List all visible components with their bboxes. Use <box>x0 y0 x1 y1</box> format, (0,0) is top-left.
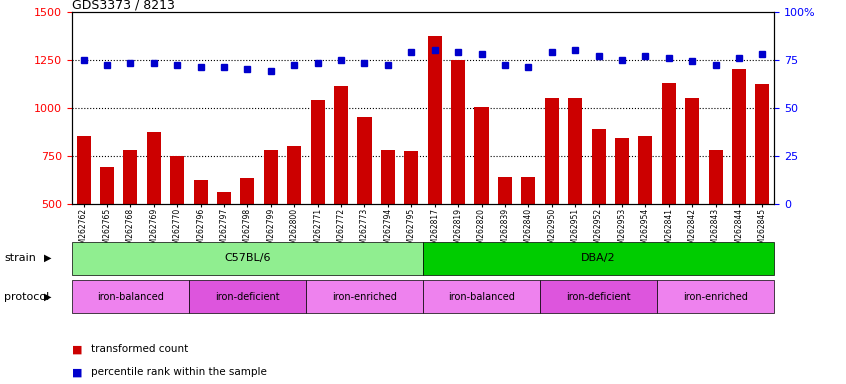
Bar <box>306 280 423 313</box>
Bar <box>194 180 207 300</box>
Bar <box>755 84 769 300</box>
Text: percentile rank within the sample: percentile rank within the sample <box>91 367 266 377</box>
Bar <box>615 138 629 300</box>
Text: ■: ■ <box>72 367 82 377</box>
Text: iron-balanced: iron-balanced <box>448 291 515 302</box>
Bar <box>310 100 325 300</box>
Text: iron-deficient: iron-deficient <box>566 291 631 302</box>
Bar <box>498 177 512 300</box>
Text: C57BL/6: C57BL/6 <box>224 253 271 263</box>
Bar <box>264 150 277 300</box>
Bar <box>358 117 371 300</box>
Bar <box>423 280 540 313</box>
Bar <box>147 132 161 300</box>
Text: transformed count: transformed count <box>91 344 188 354</box>
Bar <box>685 98 699 300</box>
Bar <box>170 157 184 300</box>
Bar <box>381 150 395 300</box>
Bar <box>657 280 774 313</box>
Bar <box>569 98 582 300</box>
Bar <box>288 146 301 300</box>
Bar <box>124 150 137 300</box>
Text: iron-enriched: iron-enriched <box>683 291 748 302</box>
Bar <box>404 151 418 300</box>
Bar <box>662 83 676 300</box>
Bar <box>240 178 255 300</box>
Text: ■: ■ <box>72 344 82 354</box>
Bar <box>334 86 348 300</box>
Bar <box>591 129 606 300</box>
Bar <box>72 242 423 275</box>
Bar <box>217 192 231 300</box>
Text: protocol: protocol <box>4 291 49 302</box>
Bar <box>451 60 465 300</box>
Text: ▶: ▶ <box>44 291 52 302</box>
Bar <box>100 167 114 300</box>
Bar <box>545 98 558 300</box>
Bar <box>189 280 306 313</box>
Bar <box>540 280 657 313</box>
Bar <box>428 36 442 300</box>
Bar <box>475 107 488 300</box>
Text: ▶: ▶ <box>44 253 52 263</box>
Bar <box>639 136 652 300</box>
Text: strain: strain <box>4 253 36 263</box>
Bar <box>423 242 774 275</box>
Bar <box>709 150 722 300</box>
Text: iron-enriched: iron-enriched <box>332 291 397 302</box>
Text: iron-deficient: iron-deficient <box>215 291 280 302</box>
Text: iron-balanced: iron-balanced <box>97 291 164 302</box>
Text: GDS3373 / 8213: GDS3373 / 8213 <box>72 0 175 12</box>
Bar <box>72 280 189 313</box>
Bar <box>521 177 536 300</box>
Text: DBA/2: DBA/2 <box>581 253 616 263</box>
Bar <box>77 136 91 300</box>
Bar <box>732 69 746 300</box>
